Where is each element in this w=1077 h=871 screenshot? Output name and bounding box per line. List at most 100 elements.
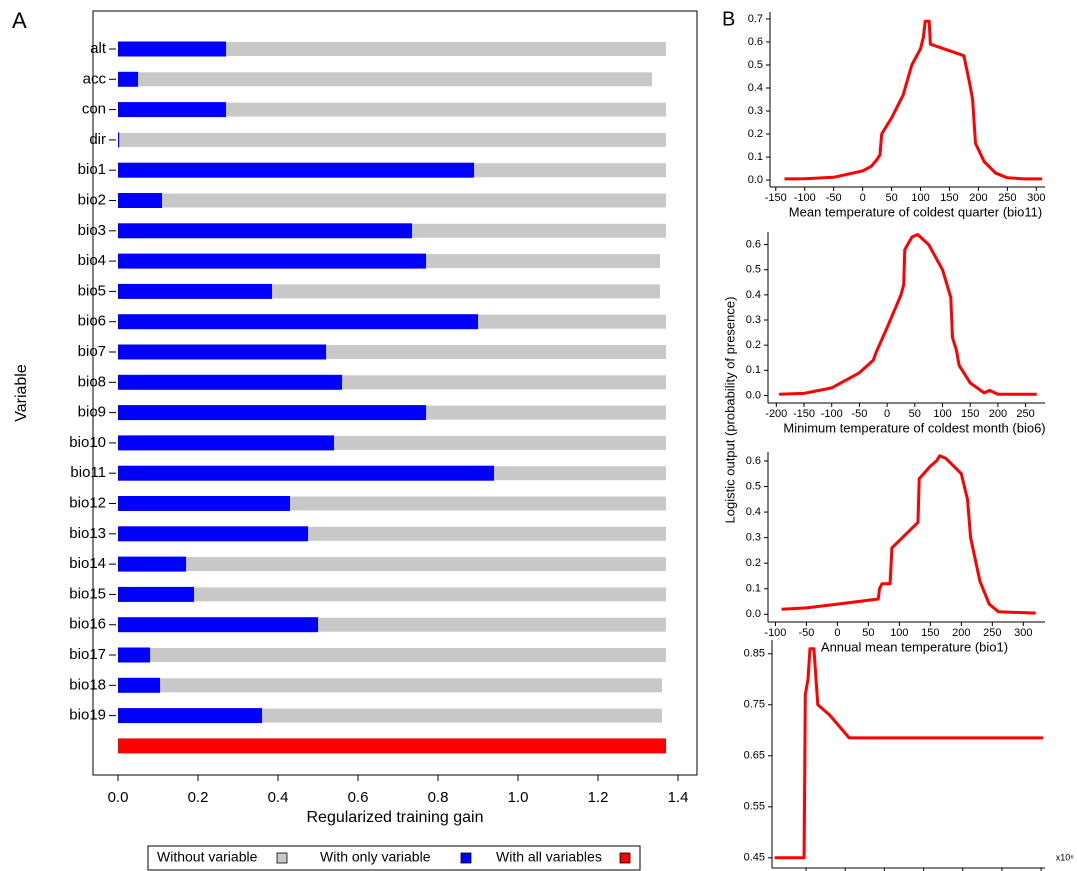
bar (118, 405, 426, 421)
legend-label: With all variables (496, 849, 602, 865)
y-tick-label: 0.2 (746, 557, 761, 569)
bar (118, 102, 226, 118)
x-axis-label: Annual mean temperature (bio1) (821, 639, 1008, 654)
y-tick-label: 0.5 (748, 59, 763, 71)
category-label: bio10 (69, 434, 106, 451)
category-label: bio8 (78, 373, 106, 390)
x-tick-label: 1.4 (668, 789, 689, 806)
bar (118, 617, 318, 633)
category-label: bio7 (78, 343, 106, 360)
legend-swatch (460, 852, 472, 864)
y-tick-label: 0.3 (748, 105, 763, 117)
x-tick-label: 300 (1014, 627, 1032, 639)
x-tick-label: 100 (911, 192, 929, 204)
y-tick-label: 0.0 (746, 608, 761, 620)
x-tick-label: 200 (969, 192, 987, 204)
x-tick-label: -50 (851, 408, 867, 420)
legend-swatch (619, 852, 631, 864)
bar (118, 374, 342, 390)
bar (118, 193, 666, 208)
bar (118, 102, 666, 117)
category-label: alt (90, 40, 107, 57)
y-tick-label: 0.2 (746, 339, 761, 351)
category-label: bio6 (78, 313, 106, 330)
x-tick-label: -100 (821, 408, 843, 420)
legend-label: Without variable (157, 849, 258, 865)
y-tick-label: 0.1 (748, 151, 763, 163)
y-tick-label: 0.6 (748, 36, 763, 48)
legend-swatch (276, 852, 288, 864)
bar (118, 162, 474, 178)
category-label: bio18 (69, 676, 106, 693)
category-label: bio15 (69, 585, 106, 602)
x-tick-label: 0 (860, 192, 866, 204)
category-label: bio3 (78, 222, 106, 239)
bar (118, 677, 160, 693)
category-label: bio4 (78, 252, 106, 269)
category-label: bio1 (78, 161, 106, 178)
category-label: bio9 (78, 404, 106, 421)
bar (118, 132, 666, 147)
category-label: acc (83, 70, 107, 87)
category-label: bio11 (70, 464, 106, 481)
category-label: con (82, 101, 106, 118)
bar (118, 738, 666, 754)
bar (118, 678, 662, 693)
line (779, 233, 1037, 396)
line (774, 647, 1043, 860)
bar (118, 526, 308, 542)
line (784, 19, 1043, 181)
y-axis-label: Logistic output (probability of presence… (722, 297, 737, 524)
x-tick-label: -100 (794, 192, 816, 204)
x-axis-label: Regularized training gain (307, 809, 484, 826)
x-tick-label: -150 (793, 408, 815, 420)
y-tick-label: 0.1 (746, 583, 761, 595)
y-tick-label: 0.3 (746, 314, 761, 326)
x-tick-label: 300 (1027, 192, 1045, 204)
panel-label: A (12, 8, 27, 33)
bar (118, 435, 334, 451)
x-tick-label: 0 (884, 408, 890, 420)
category-label: bio13 (69, 525, 106, 542)
x-tick-label: -150 (765, 192, 787, 204)
y-tick-label: 0.6 (746, 455, 761, 467)
plot-frame (92, 10, 698, 776)
bar (118, 314, 478, 330)
x-axis-label: Mean temperature of coldest quarter (bio… (789, 204, 1042, 219)
y-tick-label: 0.55 (744, 801, 765, 813)
y-tick-label: 0.4 (748, 82, 763, 94)
bar (118, 708, 262, 724)
x-tick-label: 200 (952, 627, 970, 639)
x-tick-label: 0.4 (268, 789, 289, 806)
y-tick-label: 0.75 (744, 699, 765, 711)
y-tick-label: 0.1 (746, 364, 761, 376)
line (781, 454, 1036, 615)
x-tick-label: 100 (933, 408, 951, 420)
x-tick-label: 0 (834, 627, 840, 639)
panel-label: B (722, 8, 735, 30)
x-tick-label: 0.6 (348, 789, 369, 806)
x-tick-label: 150 (940, 192, 958, 204)
y-tick-label: 0.3 (746, 532, 761, 544)
x-tick-label: 150 (961, 408, 979, 420)
category-label: bio2 (78, 191, 106, 208)
bar (118, 465, 494, 481)
x-tick-label: -50 (826, 192, 842, 204)
y-tick-label: 0.4 (746, 289, 761, 301)
y-axis-label: Variable (13, 364, 30, 422)
x-tick-label: 250 (983, 627, 1001, 639)
bar (118, 193, 162, 208)
y-tick-label: 0.2 (748, 128, 763, 140)
bar (118, 557, 666, 572)
category-label: bio14 (69, 555, 106, 572)
category-label: bio17 (69, 646, 106, 663)
x-multiplier: x10⁶ (1056, 852, 1075, 862)
y-tick-label: 0.45 (744, 852, 765, 864)
x-tick-label: 200 (989, 408, 1007, 420)
x-tick-label: 250 (1016, 408, 1034, 420)
y-tick-label: 0.5 (746, 480, 761, 492)
legend-label: With only variable (320, 849, 431, 865)
bar (118, 587, 666, 602)
